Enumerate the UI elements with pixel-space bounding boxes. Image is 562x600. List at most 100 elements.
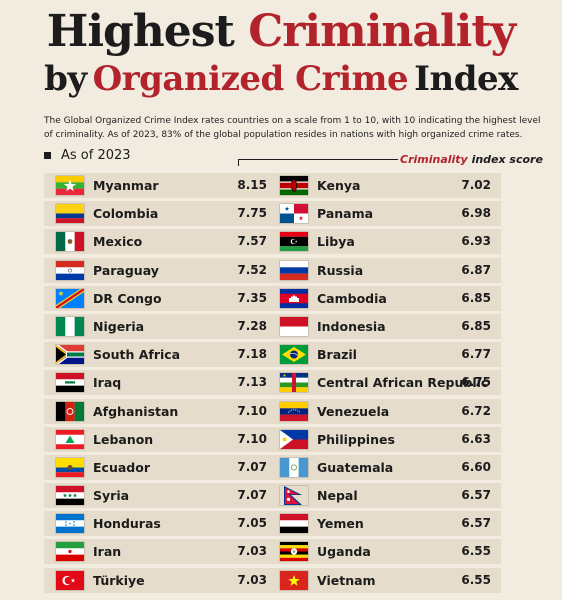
criminality-score: 7.05 [237, 516, 267, 531]
country-name: Philippines [317, 431, 395, 447]
uganda-flag-icon [280, 542, 308, 562]
criminality-score: 7.10 [237, 403, 267, 418]
country-name: Libya [317, 234, 355, 250]
table-row: Venezuela 6.72 [268, 398, 501, 424]
libya-flag-icon [280, 232, 308, 252]
country-name: Iraq [93, 375, 122, 391]
criminality-score: 7.03 [237, 572, 267, 587]
criminality-score: 6.60 [461, 459, 491, 474]
ranking-column-left: Myanmar 8.15 Colombia 7.75 Mexico 7.57 Paragua… [44, 173, 277, 596]
cambodia-flag-icon [280, 288, 308, 308]
criminality-score: 7.07 [237, 459, 267, 474]
title-word-highest: Highest [46, 6, 235, 57]
criminality-score: 7.52 [237, 262, 267, 277]
country-name: Indonesia [317, 318, 386, 334]
nigeria-flag-icon [56, 316, 84, 336]
table-row: Syria 7.07 [44, 483, 277, 509]
table-row: Mexico 7.57 [44, 229, 277, 255]
criminality-score: 6.57 [461, 488, 491, 503]
criminality-score: 6.55 [461, 572, 491, 587]
score-header-tick [238, 159, 239, 166]
afghanistan-flag-icon [56, 401, 84, 421]
country-name: Cambodia [317, 290, 387, 306]
as-of-label: As of 2023 [44, 148, 131, 163]
paraguay-flag-icon [56, 260, 84, 280]
country-name: Syria [93, 488, 130, 504]
country-name: Russia [317, 262, 364, 278]
dr-congo-flag-icon [56, 288, 84, 308]
table-row: Afghanistan 7.10 [44, 398, 277, 424]
table-row: Indonesia 6.85 [268, 313, 501, 339]
table-row: Central African Republic 6.75 [268, 370, 501, 396]
iraq-flag-icon [56, 373, 84, 393]
criminality-score: 8.15 [237, 178, 267, 192]
table-row: Honduras 7.05 [44, 511, 277, 537]
table-row: Colombia 7.75 [44, 201, 277, 227]
country-name: Brazil [317, 347, 357, 363]
ranking-column-right: Kenya 7.02 Panama 6.98 Libya 6.93 Russia 6.87 Ca… [268, 173, 501, 596]
score-header-rule [238, 159, 398, 160]
table-row: Philippines 6.63 [268, 426, 501, 452]
table-row: Cambodia 6.85 [268, 285, 501, 311]
myanmar-flag-icon [56, 176, 84, 195]
ecuador-flag-icon [56, 457, 84, 477]
table-row: DR Congo 7.35 [44, 285, 277, 311]
country-name: Uganda [317, 544, 371, 560]
table-row: Yemen 6.57 [268, 511, 501, 537]
criminality-score: 6.57 [461, 516, 491, 531]
criminality-score: 6.63 [461, 431, 491, 446]
criminality-score: 6.85 [461, 290, 491, 305]
table-row: Türkiye 7.03 [44, 567, 277, 593]
country-name: Afghanistan [93, 403, 179, 419]
country-name: Venezuela [317, 403, 390, 419]
brazil-flag-icon [280, 345, 308, 365]
score-column-label: Criminality index score [400, 153, 543, 166]
colombia-flag-icon [56, 204, 84, 224]
indonesia-flag-icon [280, 316, 308, 336]
russia-flag-icon [280, 260, 308, 280]
table-row: Iran 7.03 [44, 539, 277, 565]
criminality-score: 7.35 [237, 290, 267, 305]
criminality-score: 6.55 [461, 544, 491, 559]
country-name: Mexico [93, 234, 143, 250]
criminality-score: 7.13 [237, 375, 267, 390]
table-row: Nigeria 7.28 [44, 313, 277, 339]
table-row: Ecuador 7.07 [44, 454, 277, 480]
criminality-score: 7.18 [237, 347, 267, 362]
table-row: Lebanon 7.10 [44, 426, 277, 452]
country-name: Kenya [317, 178, 361, 193]
title-word-by: by [44, 59, 87, 99]
score-label-dark: index score [467, 153, 543, 166]
subtitle: The Global Organized Crime Index rates c… [44, 116, 541, 140]
country-name: Paraguay [93, 262, 159, 278]
vietnam-flag-icon [280, 570, 308, 590]
criminality-score: 6.75 [461, 375, 491, 390]
table-row: Russia 6.87 [268, 257, 501, 283]
kenya-flag-icon [280, 176, 308, 195]
country-name: Nigeria [93, 318, 145, 334]
table-row: Panama 6.98 [268, 201, 501, 227]
country-name: Nepal [317, 488, 358, 504]
iran-flag-icon [56, 542, 84, 562]
country-name: Ecuador [93, 459, 150, 475]
criminality-score: 7.03 [237, 544, 267, 559]
table-row: Myanmar 8.15 [44, 173, 277, 198]
country-name: Lebanon [93, 431, 154, 447]
table-row: Libya 6.93 [268, 229, 501, 255]
table-row: Brazil 6.77 [268, 342, 501, 368]
title-word-index: Index [414, 59, 518, 99]
criminality-score: 6.93 [461, 234, 491, 249]
criminality-score: 7.10 [237, 431, 267, 446]
table-row: Uganda 6.55 [268, 539, 501, 565]
criminality-score: 7.02 [461, 178, 491, 192]
south-africa-flag-icon [56, 345, 84, 365]
yemen-flag-icon [280, 514, 308, 534]
criminality-score: 6.98 [461, 206, 491, 221]
country-name: Colombia [93, 206, 159, 222]
criminality-score: 6.77 [461, 347, 491, 362]
country-name: DR Congo [93, 290, 162, 306]
table-row: Vietnam 6.55 [268, 567, 501, 593]
criminality-score: 6.85 [461, 318, 491, 333]
criminality-score: 6.87 [461, 262, 491, 277]
criminality-score: 7.07 [237, 488, 267, 503]
